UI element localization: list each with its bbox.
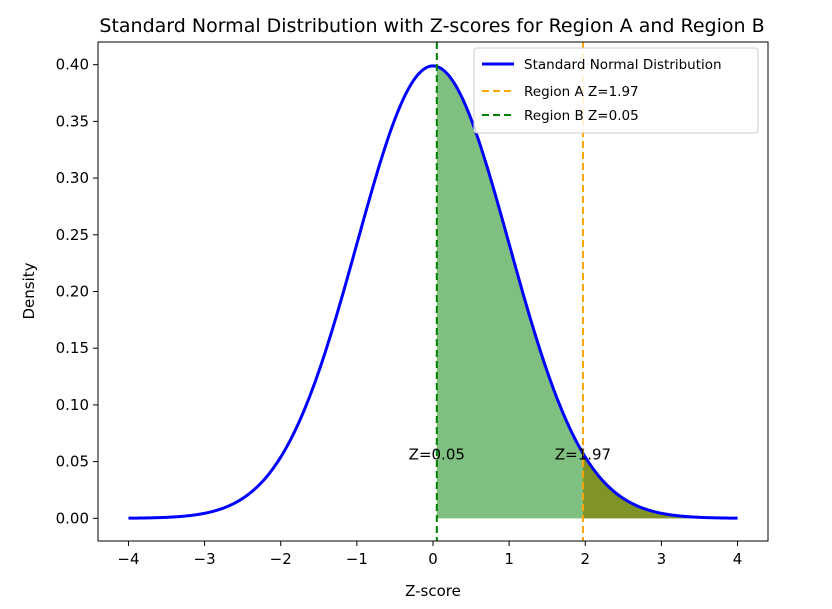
- legend-label-region-a: Region A Z=1.97: [524, 84, 639, 100]
- y-tick-label: 0.35: [56, 112, 89, 130]
- x-tick-label: 1: [504, 550, 514, 568]
- legend-label-distribution: Standard Normal Distribution: [524, 57, 722, 73]
- y-tick-label: 0.15: [56, 339, 89, 357]
- shaded-region-1: [436, 66, 738, 519]
- y-tick-label: 0.10: [56, 396, 89, 414]
- annotation-label-1: Z=0.05: [409, 446, 465, 464]
- y-tick-label: 0.20: [56, 283, 89, 301]
- y-tick-label: 0.00: [56, 509, 89, 527]
- y-tick-label: 0.05: [56, 453, 89, 471]
- x-tick-label: 3: [657, 550, 667, 568]
- legend-label-region-b: Region B Z=0.05: [524, 108, 639, 124]
- x-axis-ticks: −4 −3 −2 −1 0 1 2 3 4: [117, 541, 742, 568]
- x-tick-label: −4: [117, 550, 139, 568]
- chart-title: Standard Normal Distribution with Z-scor…: [99, 15, 764, 37]
- y-tick-label: 0.25: [56, 226, 89, 244]
- y-tick-label: 0.40: [56, 56, 89, 74]
- y-axis-ticks: 0.00 0.05 0.10 0.15 0.20 0.25 0.30 0.35 0.40: [56, 56, 98, 527]
- x-tick-label: −2: [270, 550, 292, 568]
- legend: Standard Normal Distribution Region A Z=…: [473, 47, 759, 134]
- x-tick-label: 4: [733, 550, 743, 568]
- y-tick-label: 0.30: [56, 169, 89, 187]
- x-tick-label: −1: [346, 550, 368, 568]
- x-axis-label: Z-score: [405, 582, 461, 600]
- x-tick-label: 2: [580, 550, 590, 568]
- y-axis-label: Density: [20, 262, 38, 319]
- shaded-regions: [436, 66, 738, 519]
- distribution-curve: [128, 64, 738, 520]
- x-tick-label: −3: [194, 550, 216, 568]
- annotation-label-2: Z=1.97: [555, 446, 611, 464]
- legend-box: [473, 47, 759, 134]
- annotations: Z=0.05 Z=1.97: [409, 446, 611, 464]
- x-tick-label: 0: [428, 550, 438, 568]
- shaded-region-2: [582, 453, 738, 519]
